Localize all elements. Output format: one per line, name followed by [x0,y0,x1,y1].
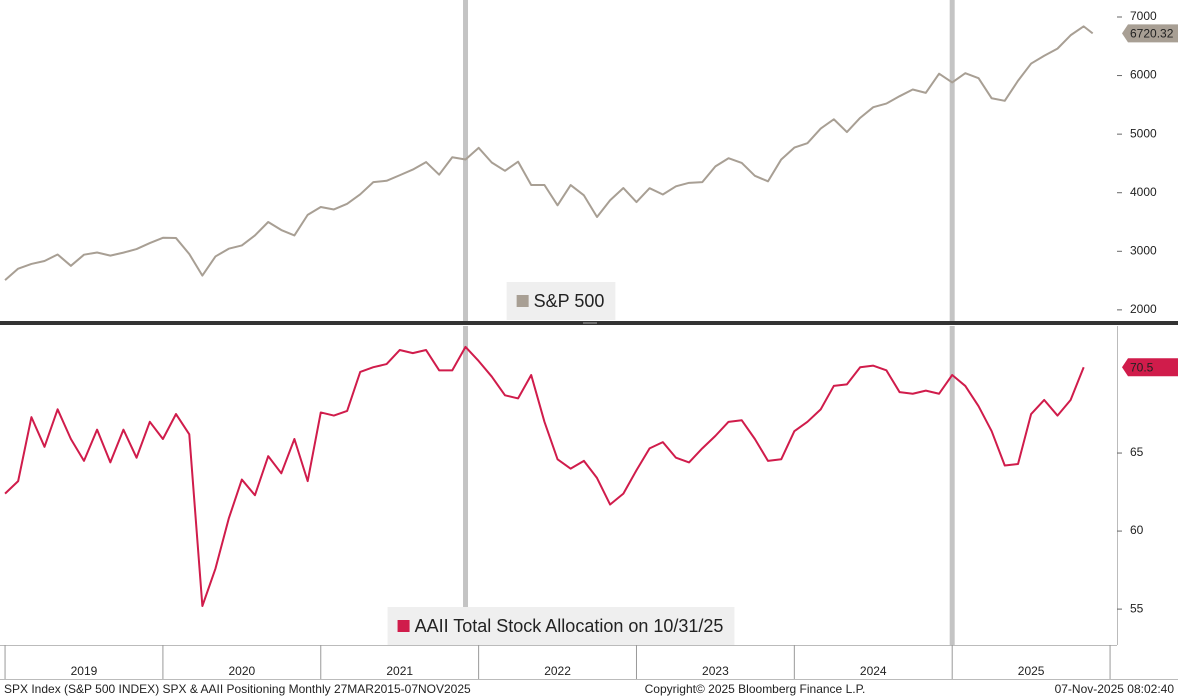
footer-center: Copyright© 2025 Bloomberg Finance L.P. [645,682,866,696]
y-tick-label: 65 [1130,445,1144,459]
legend-swatch [397,620,410,632]
x-tick-label: 2025 [1018,664,1045,678]
legend-label: AAII Total Stock Allocation on 10/31/25 [415,616,724,636]
y-tick-label: 3000 [1130,243,1157,257]
footer-right: 07-Nov-2025 08:02:40 [1055,682,1175,696]
data-line [4,25,1094,281]
footer-left: SPX Index (S&P 500 INDEX) SPX & AAII Pos… [4,682,471,696]
value-tag [1122,358,1178,377]
value-tag-label: 6720.32 [1130,27,1174,41]
y-tick-label: 60 [1130,523,1144,537]
value-tag-label: 70.5 [1130,360,1154,374]
legend-swatch [516,295,529,307]
y-tick-label: 5000 [1130,126,1157,140]
x-tick-label: 2020 [228,664,255,678]
y-tick-label: 4000 [1130,185,1157,199]
x-tick-label: 2019 [71,664,98,678]
data-line [4,345,1085,607]
x-tick-label: 2024 [860,664,887,678]
legend-label: S&P 500 [534,291,605,311]
y-tick-label: 2000 [1130,302,1157,316]
legend-box [387,607,735,645]
y-tick-label: 55 [1130,601,1144,615]
y-tick-label: 6000 [1130,68,1157,82]
x-tick-label: 2021 [386,664,413,678]
x-tick-label: 2023 [702,664,729,678]
y-tick-label: 7000 [1130,9,1157,23]
x-tick-label: 2022 [544,664,571,678]
value-tag [1122,24,1178,43]
